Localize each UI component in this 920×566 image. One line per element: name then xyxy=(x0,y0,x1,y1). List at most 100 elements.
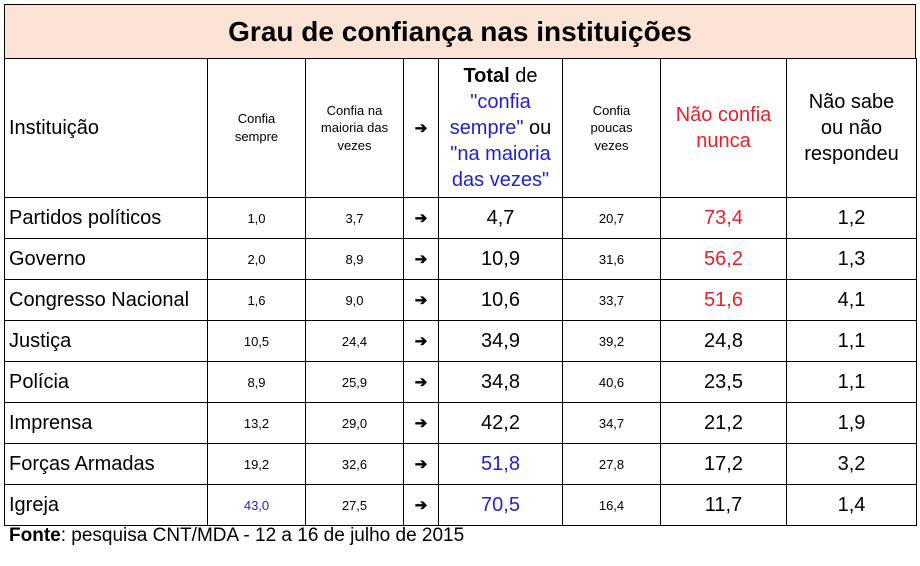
cell-nao-sabe: 3,2 xyxy=(786,443,917,485)
cell-nao-sabe: 1,2 xyxy=(786,197,917,239)
header-line: de xyxy=(509,65,538,87)
cell-instituicao: Partidos políticos xyxy=(4,197,208,239)
source-note: Fonte: pesquisa CNT/MDA - 12 a 16 de jul… xyxy=(9,525,464,547)
header-line: ou não xyxy=(820,117,883,139)
table-row: Forças Armadas 19,2 32,6 ➔ 51,8 27,8 17,2 3,2 xyxy=(4,443,917,485)
cell-nao-sabe: 1,4 xyxy=(786,484,917,526)
header-line: sempre" xyxy=(449,117,524,139)
cell-total: 34,8 xyxy=(438,361,563,403)
cell-nao-confia: 11,7 xyxy=(660,484,787,526)
cell-confia-maioria: 29,0 xyxy=(305,402,404,444)
cell-instituicao: Justiça xyxy=(4,320,208,362)
cell-confia-poucas: 31,6 xyxy=(562,238,661,280)
cell-nao-confia: 17,2 xyxy=(660,443,787,485)
cell-confia-poucas: 16,4 xyxy=(562,484,661,526)
cell-nao-confia: 56,2 xyxy=(660,238,787,280)
header-nao-confia: Não confia nunca xyxy=(660,58,787,198)
table-frame: Grau de confiança nas instituições Insti… xyxy=(4,4,917,526)
cell-confia-sempre: 10,5 xyxy=(207,320,306,362)
cell-confia-sempre: 2,0 xyxy=(207,238,306,280)
cell-total: 42,2 xyxy=(438,402,563,444)
cell-confia-sempre: 1,6 xyxy=(207,279,306,321)
header-confia-sempre: Confia sempre xyxy=(207,58,306,198)
cell-confia-sempre: 13,2 xyxy=(207,402,306,444)
cell-nao-sabe: 4,1 xyxy=(786,279,917,321)
table-row: Imprensa 13,2 29,0 ➔ 42,2 34,7 21,2 1,9 xyxy=(4,402,917,444)
cell-nao-confia: 23,5 xyxy=(660,361,787,403)
header-line: "confia xyxy=(470,91,531,113)
table-title: Grau de confiança nas instituições xyxy=(4,4,916,58)
cell-confia-sempre: 19,2 xyxy=(207,443,306,485)
header-arrow: ➔ xyxy=(403,58,439,198)
cell-confia-poucas: 40,6 xyxy=(562,361,661,403)
header-confia-maioria: Confia na maioria das vezes xyxy=(305,58,404,198)
cell-confia-poucas: 34,7 xyxy=(562,402,661,444)
table-row: Justiça 10,5 24,4 ➔ 34,9 39,2 24,8 1,1 xyxy=(4,320,917,362)
source-label: Fonte xyxy=(9,525,61,546)
cell-confia-poucas: 33,7 xyxy=(562,279,661,321)
cell-nao-sabe: 1,9 xyxy=(786,402,917,444)
cell-arrow: ➔ xyxy=(403,238,439,280)
cell-confia-maioria: 3,7 xyxy=(305,197,404,239)
header-line: poucas xyxy=(590,120,633,136)
table-row: Governo 2,0 8,9 ➔ 10,9 31,6 56,2 1,3 xyxy=(4,238,917,280)
header-line: sempre xyxy=(234,129,279,144)
table-row: Partidos políticos 1,0 3,7 ➔ 4,7 20,7 73,4 1,2 xyxy=(4,197,917,239)
table-row: Polícia 8,9 25,9 ➔ 34,8 40,6 23,5 1,1 xyxy=(4,361,917,403)
table-row: Igreja 43,0 27,5 ➔ 70,5 16,4 11,7 1,4 xyxy=(4,484,917,526)
cell-arrow: ➔ xyxy=(403,484,439,526)
cell-instituicao: Governo xyxy=(4,238,208,280)
cell-arrow: ➔ xyxy=(403,402,439,444)
header-instituicao: Instituição xyxy=(4,58,208,198)
header-line: respondeu xyxy=(804,143,899,165)
cell-confia-poucas: 27,8 xyxy=(562,443,661,485)
header-total: Total de "confia sempre" ou "na maioria … xyxy=(438,58,563,198)
header-line: Confia xyxy=(237,111,276,127)
header-line: Não confia xyxy=(675,104,772,126)
cell-nao-confia: 21,2 xyxy=(660,402,787,444)
cell-nao-confia: 24,8 xyxy=(660,320,787,362)
cell-instituicao: Imprensa xyxy=(4,402,208,444)
cell-confia-maioria: 24,4 xyxy=(305,320,404,362)
header-line: "na maioria xyxy=(450,143,551,165)
cell-arrow: ➔ xyxy=(403,320,439,362)
header-nao-sabe: Não sabe ou não respondeu xyxy=(786,58,917,198)
table-row: Congresso Nacional 1,6 9,0 ➔ 10,6 33,7 51,6 4,1 xyxy=(4,279,917,321)
cell-nao-sabe: 1,3 xyxy=(786,238,917,280)
cell-confia-maioria: 8,9 xyxy=(305,238,404,280)
cell-total: 10,6 xyxy=(438,279,563,321)
header-line: maioria das xyxy=(320,120,389,136)
cell-confia-maioria: 25,9 xyxy=(305,361,404,403)
header-line: Confia na xyxy=(326,102,383,118)
cell-nao-confia: 51,6 xyxy=(660,279,787,321)
header-line: vezes xyxy=(594,137,629,153)
cell-total: 51,8 xyxy=(438,443,563,485)
cell-confia-poucas: 20,7 xyxy=(562,197,661,239)
header-line: vezes xyxy=(337,137,372,153)
cell-confia-maioria: 27,5 xyxy=(305,484,404,526)
cell-confia-poucas: 39,2 xyxy=(562,320,661,362)
source-text: : pesquisa CNT/MDA - 12 a 16 de julho de… xyxy=(60,525,465,546)
header-line: Não sabe xyxy=(808,91,895,113)
cell-confia-sempre: 43,0 xyxy=(207,484,306,526)
cell-arrow: ➔ xyxy=(403,279,439,321)
cell-confia-maioria: 32,6 xyxy=(305,443,404,485)
header-row: Instituição Confia sempre Confia na maio… xyxy=(4,58,917,198)
cell-nao-confia: 73,4 xyxy=(660,197,787,239)
cell-arrow: ➔ xyxy=(403,443,439,485)
header-total-bold: Total xyxy=(463,65,510,87)
cell-confia-sempre: 1,0 xyxy=(207,197,306,239)
header-line: nunca xyxy=(696,130,751,152)
cell-instituicao: Congresso Nacional xyxy=(4,279,208,321)
cell-confia-sempre: 8,9 xyxy=(207,361,306,403)
header-line: ou xyxy=(523,117,552,139)
cell-total: 10,9 xyxy=(438,238,563,280)
cell-nao-sabe: 1,1 xyxy=(786,361,917,403)
cell-instituicao: Igreja xyxy=(4,484,208,526)
cell-total: 4,7 xyxy=(438,197,563,239)
cell-total: 70,5 xyxy=(438,484,563,526)
cell-nao-sabe: 1,1 xyxy=(786,320,917,362)
header-line: Confia xyxy=(592,102,631,118)
cell-instituicao: Polícia xyxy=(4,361,208,403)
cell-total: 34,9 xyxy=(438,320,563,362)
